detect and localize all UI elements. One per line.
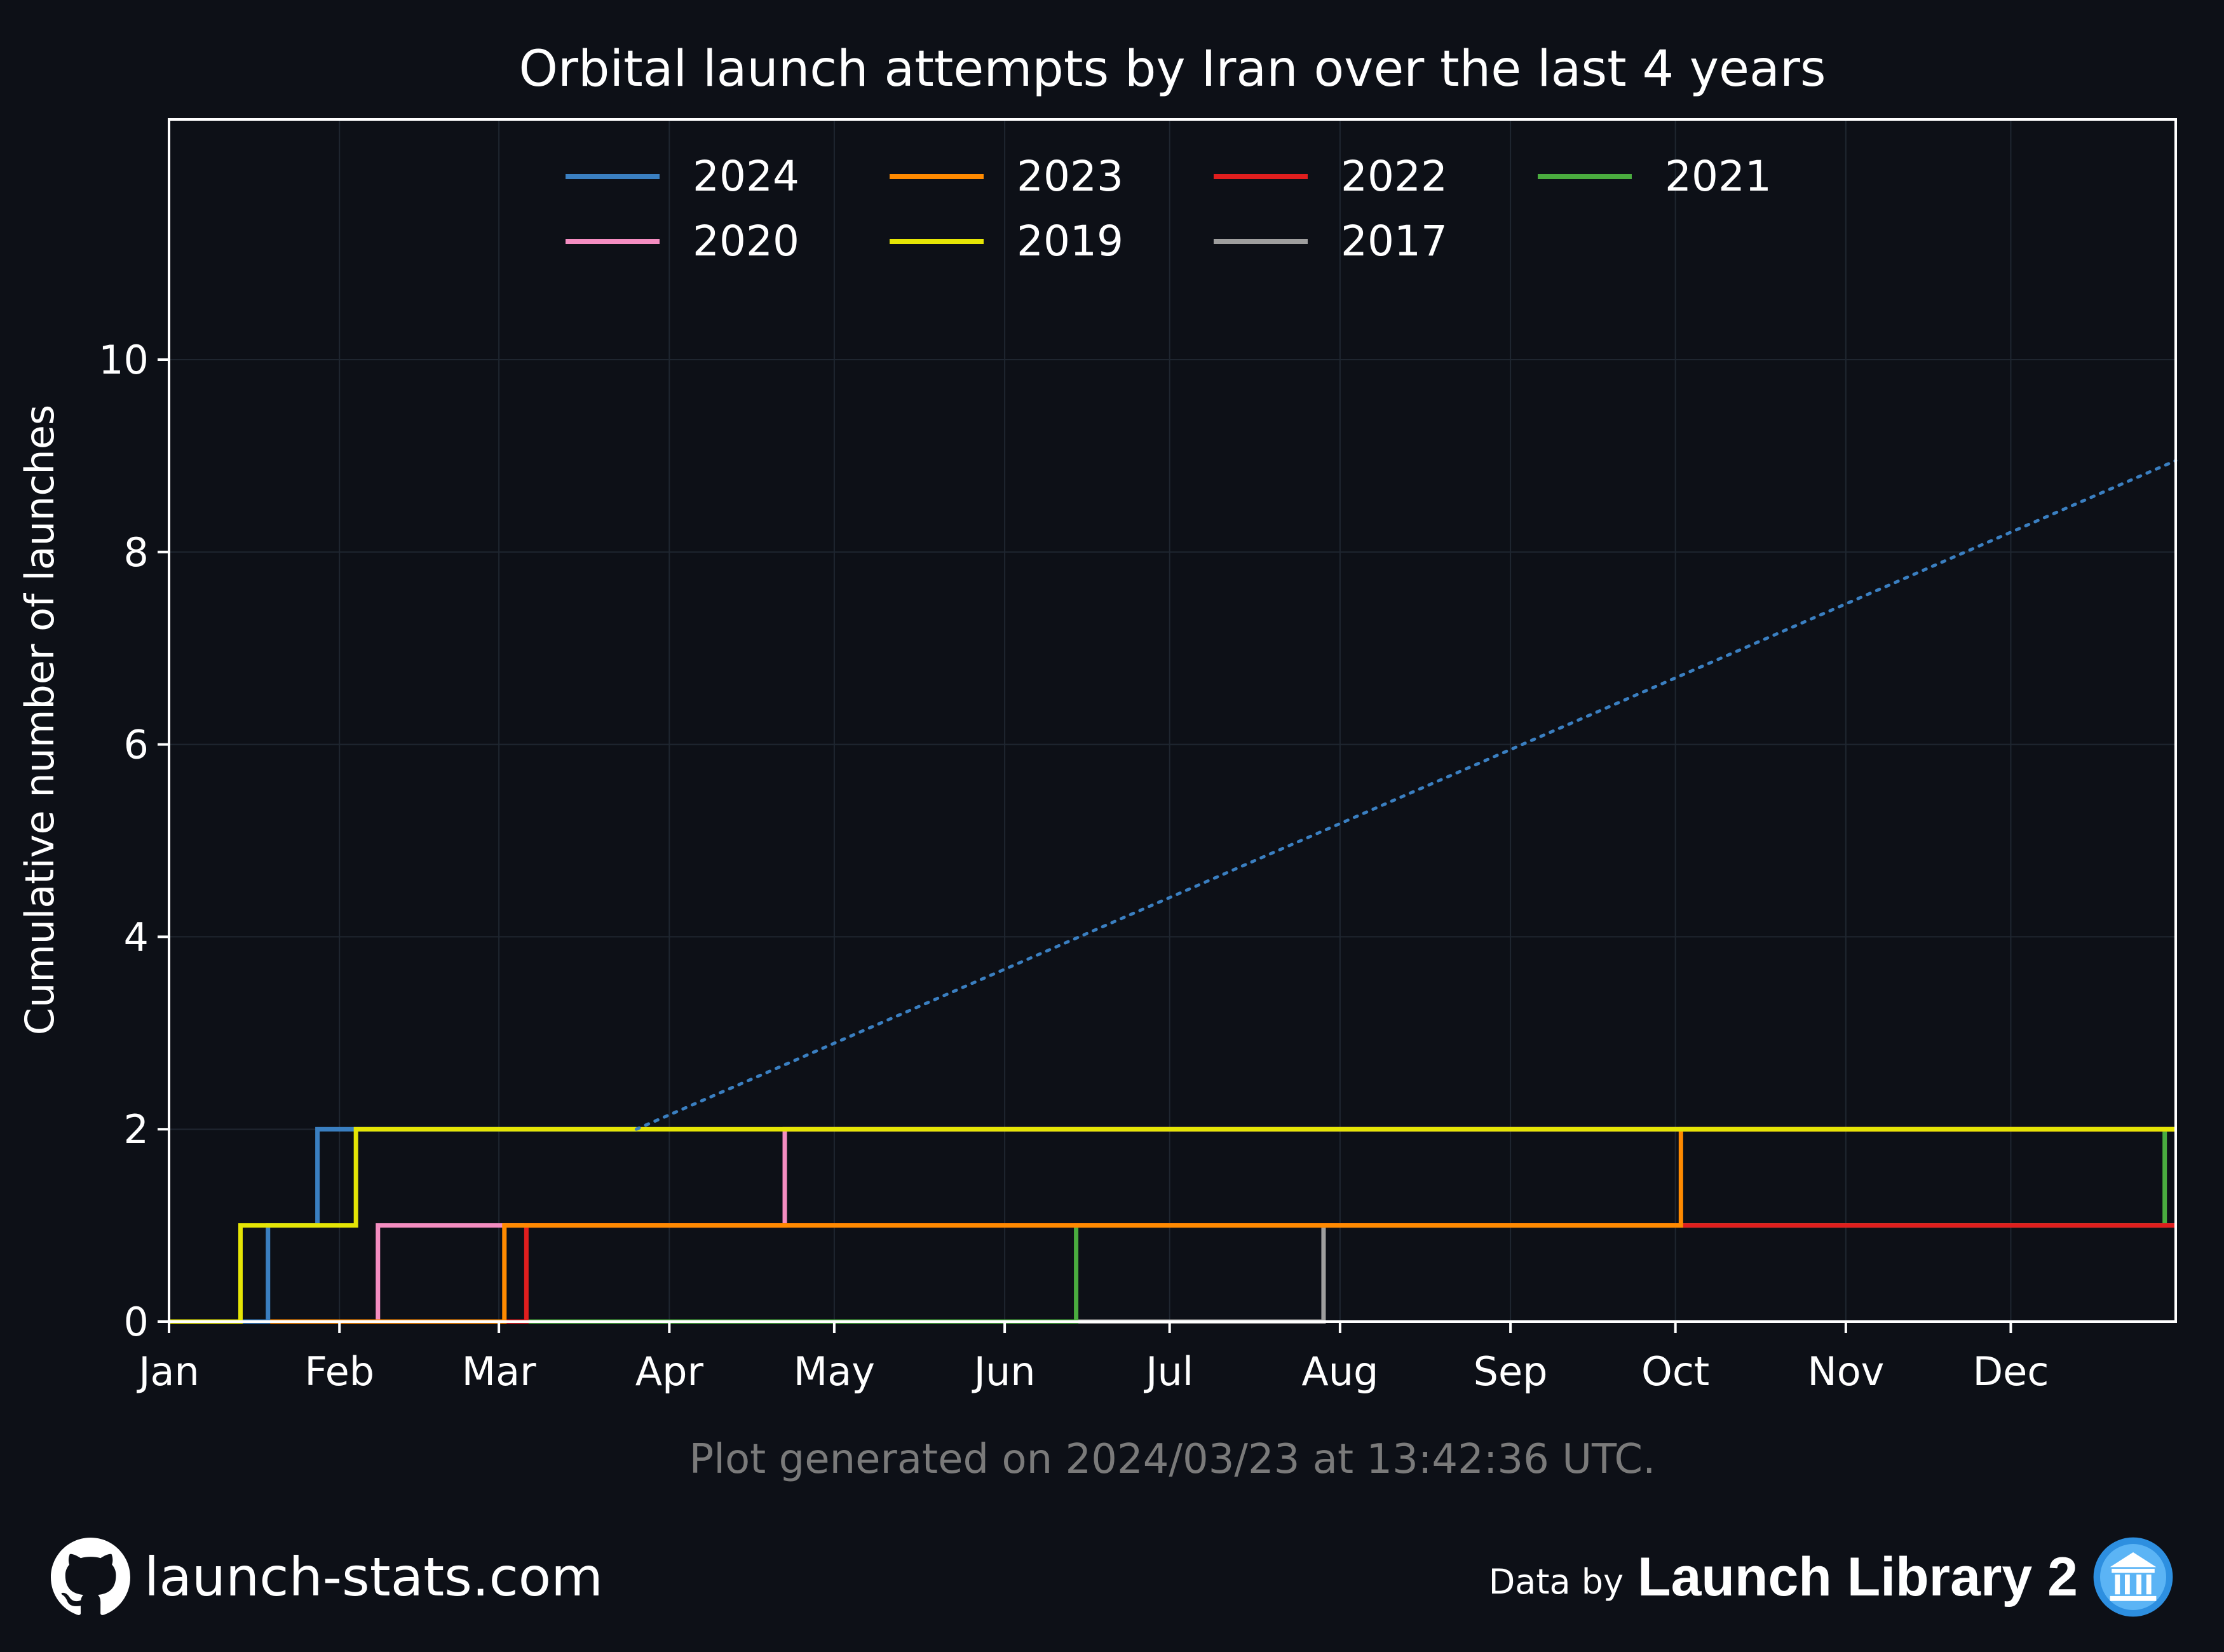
- y-tick-label: 4: [124, 914, 149, 960]
- x-tick-label: Mar: [462, 1348, 536, 1395]
- chart-title: Orbital launch attempts by Iran over the…: [519, 41, 1826, 98]
- legend-label-2020: 2020: [693, 217, 799, 266]
- library-icon: [2093, 1537, 2173, 1617]
- site-name[interactable]: launch-stats.com: [144, 1546, 603, 1608]
- plot-frame: [168, 118, 2177, 1323]
- y-tick-label: 2: [124, 1106, 149, 1153]
- x-tick-label: Jun: [972, 1348, 1036, 1395]
- axes: 0 2 4 6 8 10 Jan Feb Mar Apr May Jun Jul Aug Sep Oct Nov…: [98, 337, 2049, 1395]
- x-tick-label: Nov: [1807, 1348, 1884, 1395]
- x-tick-label: Aug: [1301, 1348, 1378, 1395]
- github-icon: [51, 1537, 130, 1615]
- generated-note: Plot generated on 2024/03/23 at 13:42:36…: [689, 1436, 1656, 1483]
- y-tick-label: 0: [124, 1299, 149, 1345]
- legend: 2024 2023 2022 2021 2020 2019 2017: [566, 152, 1772, 266]
- y-tick-label: 10: [98, 337, 149, 383]
- y-tick-label: 8: [124, 529, 149, 576]
- x-tick-label: Jan: [136, 1348, 200, 1395]
- x-tick-label: Feb: [304, 1348, 374, 1395]
- legend-label-2022: 2022: [1341, 152, 1448, 201]
- site-credit[interactable]: launch-stats.com: [51, 1533, 603, 1622]
- grid-lines: [168, 119, 2176, 1322]
- legend-label-2023: 2023: [1017, 152, 1123, 201]
- x-tick-label: Apr: [635, 1348, 704, 1395]
- x-tick-label: May: [794, 1348, 875, 1395]
- y-tick-label: 6: [124, 722, 149, 768]
- x-tick-label: Dec: [1972, 1348, 2049, 1395]
- legend-label-2021: 2021: [1665, 152, 1772, 201]
- legend-label-2019: 2019: [1017, 217, 1123, 266]
- data-source-credit: Data by Launch Library 2: [1489, 1533, 2174, 1622]
- legend-label-2024: 2024: [693, 152, 799, 201]
- x-tick-label: Sep: [1474, 1348, 1548, 1395]
- x-tick-label: Oct: [1641, 1348, 1709, 1395]
- legend-label-2017: 2017: [1341, 217, 1448, 266]
- y-axis-label: Cumulative number of launches: [17, 405, 63, 1035]
- x-tick-label: Jul: [1143, 1348, 1193, 1395]
- data-source-name: Launch Library 2: [1637, 1546, 2078, 1608]
- plot-background: [169, 119, 2176, 1322]
- data-by-label: Data by: [1488, 1561, 1624, 1602]
